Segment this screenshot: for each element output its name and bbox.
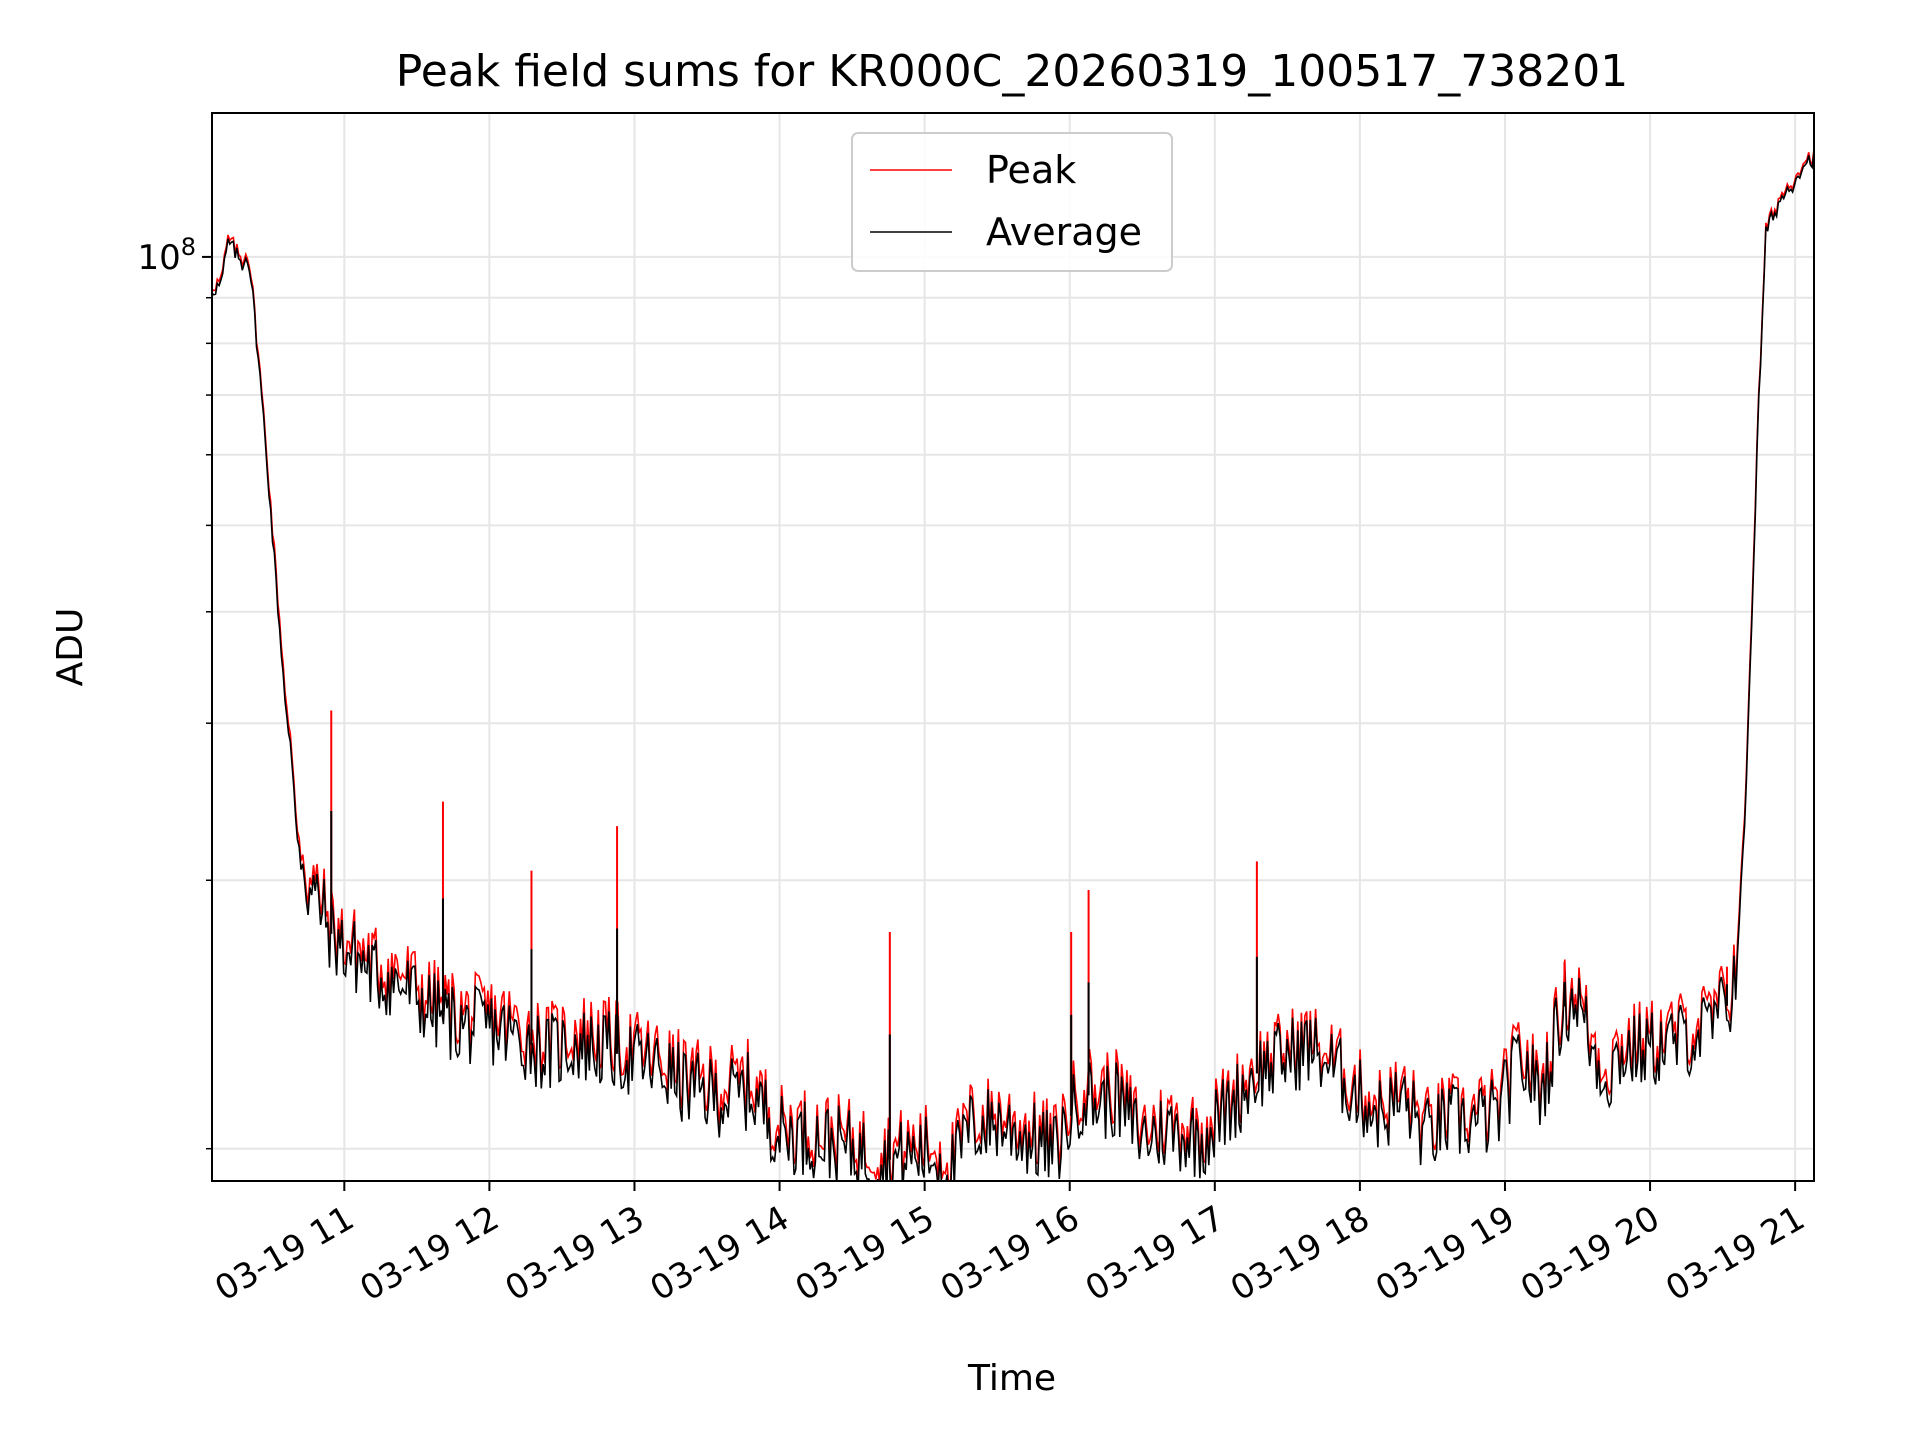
grid-lines (212, 113, 1814, 1181)
x-axis-label: Time (967, 1358, 1056, 1399)
series-line-average (212, 151, 1814, 1181)
y-axis-label: ADU (50, 608, 91, 687)
legend: Peak Average (851, 132, 1173, 272)
legend-label-peak: Peak (986, 148, 1076, 192)
series-line-peak (212, 148, 1814, 1181)
series-layer (212, 148, 1814, 1181)
y-major-tick-label: 108 (137, 233, 196, 278)
plot-frame (211, 112, 1815, 1182)
chart-title: Peak field sums for KR000C_20260319_1005… (396, 46, 1628, 97)
legend-box (851, 132, 1173, 272)
legend-label-average: Average (986, 210, 1142, 254)
y-axis-ticks: 108 (137, 233, 212, 1150)
